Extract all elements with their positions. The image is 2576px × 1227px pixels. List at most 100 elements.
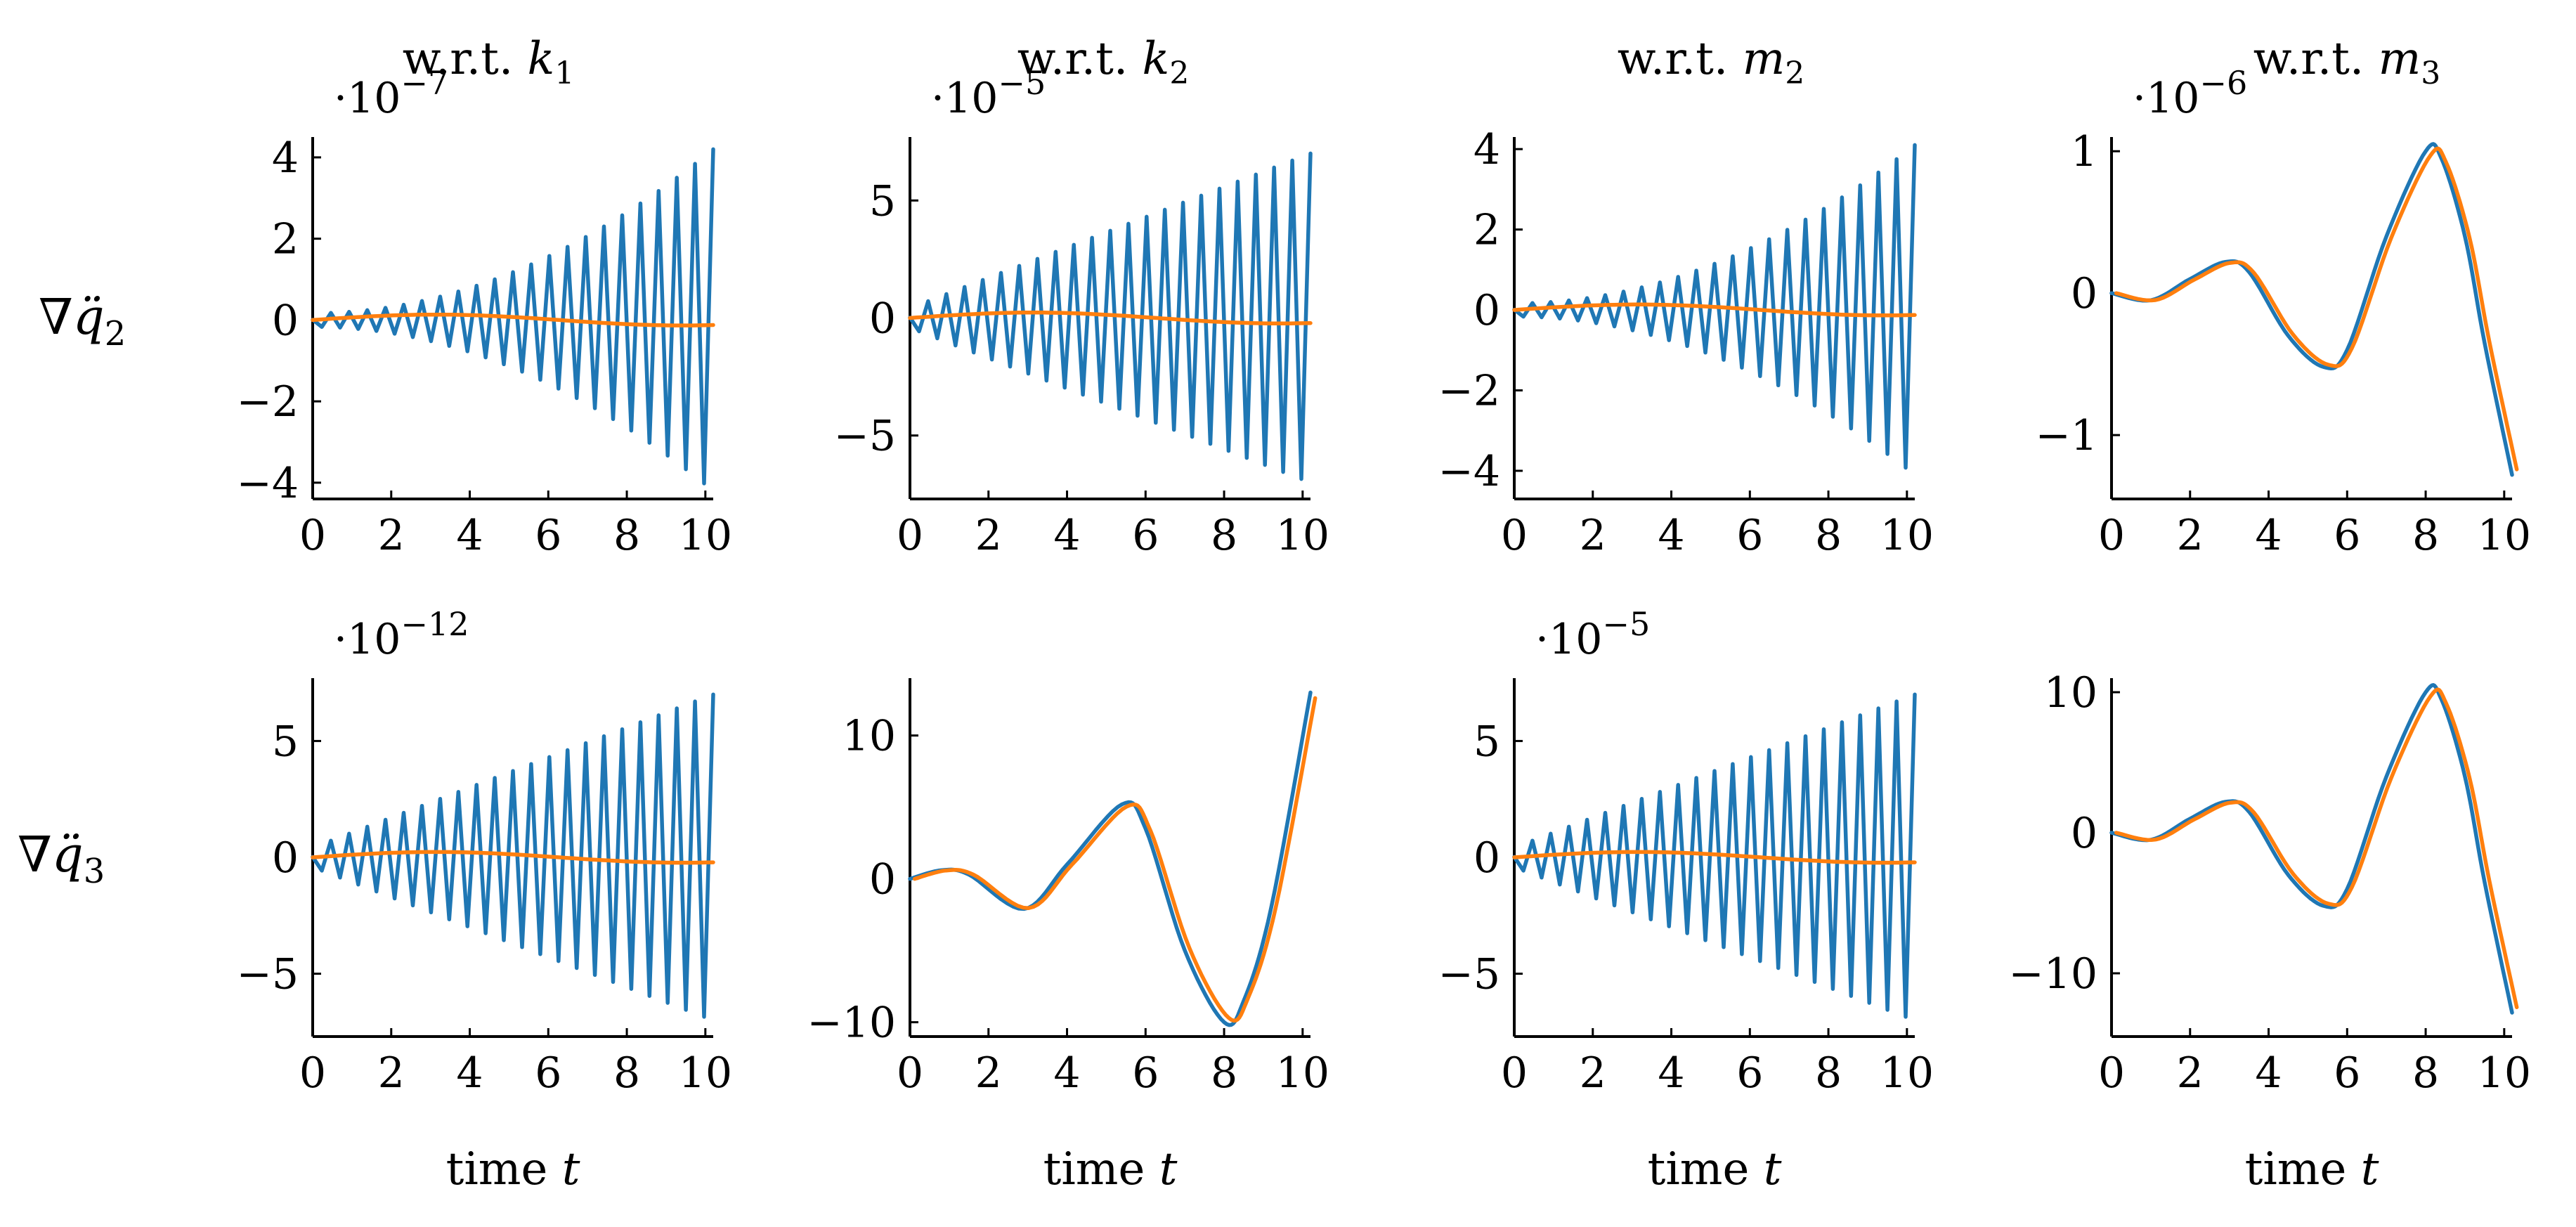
y-tick-label: 0 — [1474, 833, 1500, 883]
x-tick-label: 10 — [679, 511, 732, 560]
x-tick-label: 4 — [2255, 1049, 2282, 1098]
x-tick-label: 6 — [535, 1049, 561, 1098]
x-tick-label: 4 — [2255, 511, 2282, 560]
x-tick-label: 0 — [299, 511, 326, 560]
x-tick-label: 8 — [2412, 511, 2439, 560]
y-tick-label: 2 — [1474, 206, 1500, 255]
x-axis-label: time t — [446, 1143, 580, 1195]
y-tick-label: 5 — [869, 176, 896, 226]
y-tick-label: 0 — [869, 294, 896, 344]
x-tick-label: 4 — [456, 511, 483, 560]
x-tick-label: 6 — [1736, 511, 1763, 560]
series-blue-line — [2109, 142, 2514, 477]
exponent-label: ·10−5 — [1535, 605, 1650, 664]
y-tick-label: 0 — [272, 296, 299, 345]
x-tick-label: 4 — [456, 1049, 483, 1098]
x-tick-label: 8 — [1815, 511, 1842, 560]
series-orange-line — [2114, 687, 2519, 1010]
x-tick-label: 6 — [535, 511, 561, 560]
x-tick-label: 4 — [1053, 511, 1080, 560]
x-axis-label: time t — [2245, 1143, 2379, 1195]
col-title-m2: w.r.t. m2 — [1618, 33, 1805, 91]
series-orange-line — [311, 850, 715, 865]
series-orange-line — [1512, 850, 1917, 865]
x-tick-label: 10 — [1880, 511, 1934, 560]
y-tick-label: −5 — [1438, 950, 1500, 999]
series-blue-line — [908, 690, 1313, 1027]
panel-r0-c1: 0 2 4 6 8 10 −5 0 5 ·10−5 — [834, 64, 1329, 560]
y-tick-label: 0 — [272, 833, 299, 883]
y-tick-label: −4 — [1438, 447, 1500, 496]
x-tick-label: 8 — [1211, 511, 1237, 560]
y-tick-label: −2 — [1438, 367, 1500, 416]
y-tick-label: 1 — [2071, 127, 2097, 176]
series-orange-line — [1512, 302, 1917, 318]
y-tick-label: 5 — [272, 717, 299, 766]
x-tick-label: 4 — [1658, 511, 1684, 560]
x-tick-label: 2 — [378, 511, 405, 560]
x-tick-label: 6 — [1132, 511, 1159, 560]
y-tick-label: 0 — [1474, 286, 1500, 335]
x-tick-label: 8 — [2412, 1049, 2439, 1098]
exponent-label: ·10−12 — [334, 605, 469, 664]
x-tick-label: 6 — [2334, 511, 2360, 560]
x-tick-label: 0 — [2098, 1049, 2125, 1098]
x-tick-label: 2 — [378, 1049, 405, 1098]
y-tick-label: 2 — [272, 215, 299, 264]
y-tick-label: 4 — [1474, 125, 1500, 174]
series-blue-line — [1512, 692, 1917, 1019]
y-tick-label: −5 — [834, 412, 896, 461]
exponent-label: ·10−6 — [2133, 64, 2247, 123]
row-labels: ∇q̈2 ∇q̈3 — [18, 288, 126, 891]
x-tick-label: 10 — [679, 1049, 732, 1098]
x-tick-label: 2 — [1580, 1049, 1606, 1098]
x-tick-label: 8 — [613, 511, 640, 560]
x-tick-label: 0 — [299, 1049, 326, 1098]
x-tick-label: 2 — [2177, 511, 2204, 560]
x-tick-label: 2 — [2177, 1049, 2204, 1098]
x-tick-label: 10 — [1276, 511, 1329, 560]
x-tick-label: 10 — [2478, 1049, 2531, 1098]
x-tick-label: 0 — [897, 1049, 923, 1098]
exponent-label: ·10−7 — [334, 64, 448, 123]
col-title-k1: w.r.t. k1 — [403, 33, 575, 91]
x-tick-label: 10 — [1276, 1049, 1329, 1098]
y-tick-label: 5 — [1474, 717, 1500, 766]
x-tick-label: 8 — [1815, 1049, 1842, 1098]
x-axis-label: time t — [1648, 1143, 1782, 1195]
y-tick-label: 4 — [272, 134, 299, 183]
col-title-k2: w.r.t. k2 — [1017, 33, 1190, 91]
series-blue-line — [311, 147, 715, 486]
x-tick-label: 0 — [897, 511, 923, 560]
y-tick-label: 10 — [2044, 668, 2097, 718]
y-tick-label: 0 — [2071, 269, 2097, 318]
exponent-label: ·10−5 — [931, 64, 1046, 123]
x-tick-label: 8 — [1211, 1049, 1237, 1098]
x-tick-label: 6 — [1132, 1049, 1159, 1098]
series-blue-line — [311, 692, 715, 1019]
y-tick-label: −2 — [237, 377, 299, 427]
y-tick-label: 0 — [2071, 809, 2097, 858]
panel-r0-c3: 0 2 4 6 8 10 −1 0 1 ·10−6 — [2036, 64, 2531, 560]
panel-r0-c0: 0 2 4 6 8 10 −4 −2 0 2 4 ·10−7 — [237, 64, 732, 560]
x-tick-label: 10 — [2478, 511, 2531, 560]
x-tick-label: 6 — [1736, 1049, 1763, 1098]
x-tick-label: 6 — [2334, 1049, 2360, 1098]
panel-r0-c2: 0 2 4 6 8 10 −4 −2 0 2 4 — [1438, 125, 1934, 560]
col-title-m3: w.r.t. m3 — [2253, 33, 2441, 91]
series-blue-line — [1512, 143, 1917, 470]
row-label-q2: ∇q̈2 — [39, 288, 126, 353]
x-tick-label: 2 — [975, 1049, 1002, 1098]
series-orange-line — [912, 696, 1318, 1023]
panel-r1-c2: 0 2 4 6 8 10 −5 0 5 ·10−5 time t — [1438, 605, 1934, 1195]
x-axis-label: time t — [1043, 1143, 1178, 1195]
series-orange-line — [2114, 146, 2519, 472]
x-tick-label: 8 — [613, 1049, 640, 1098]
y-tick-label: 0 — [869, 855, 896, 904]
x-tick-label: 2 — [1580, 511, 1606, 560]
series-blue-line — [2109, 683, 2514, 1015]
series-orange-line — [908, 311, 1313, 325]
